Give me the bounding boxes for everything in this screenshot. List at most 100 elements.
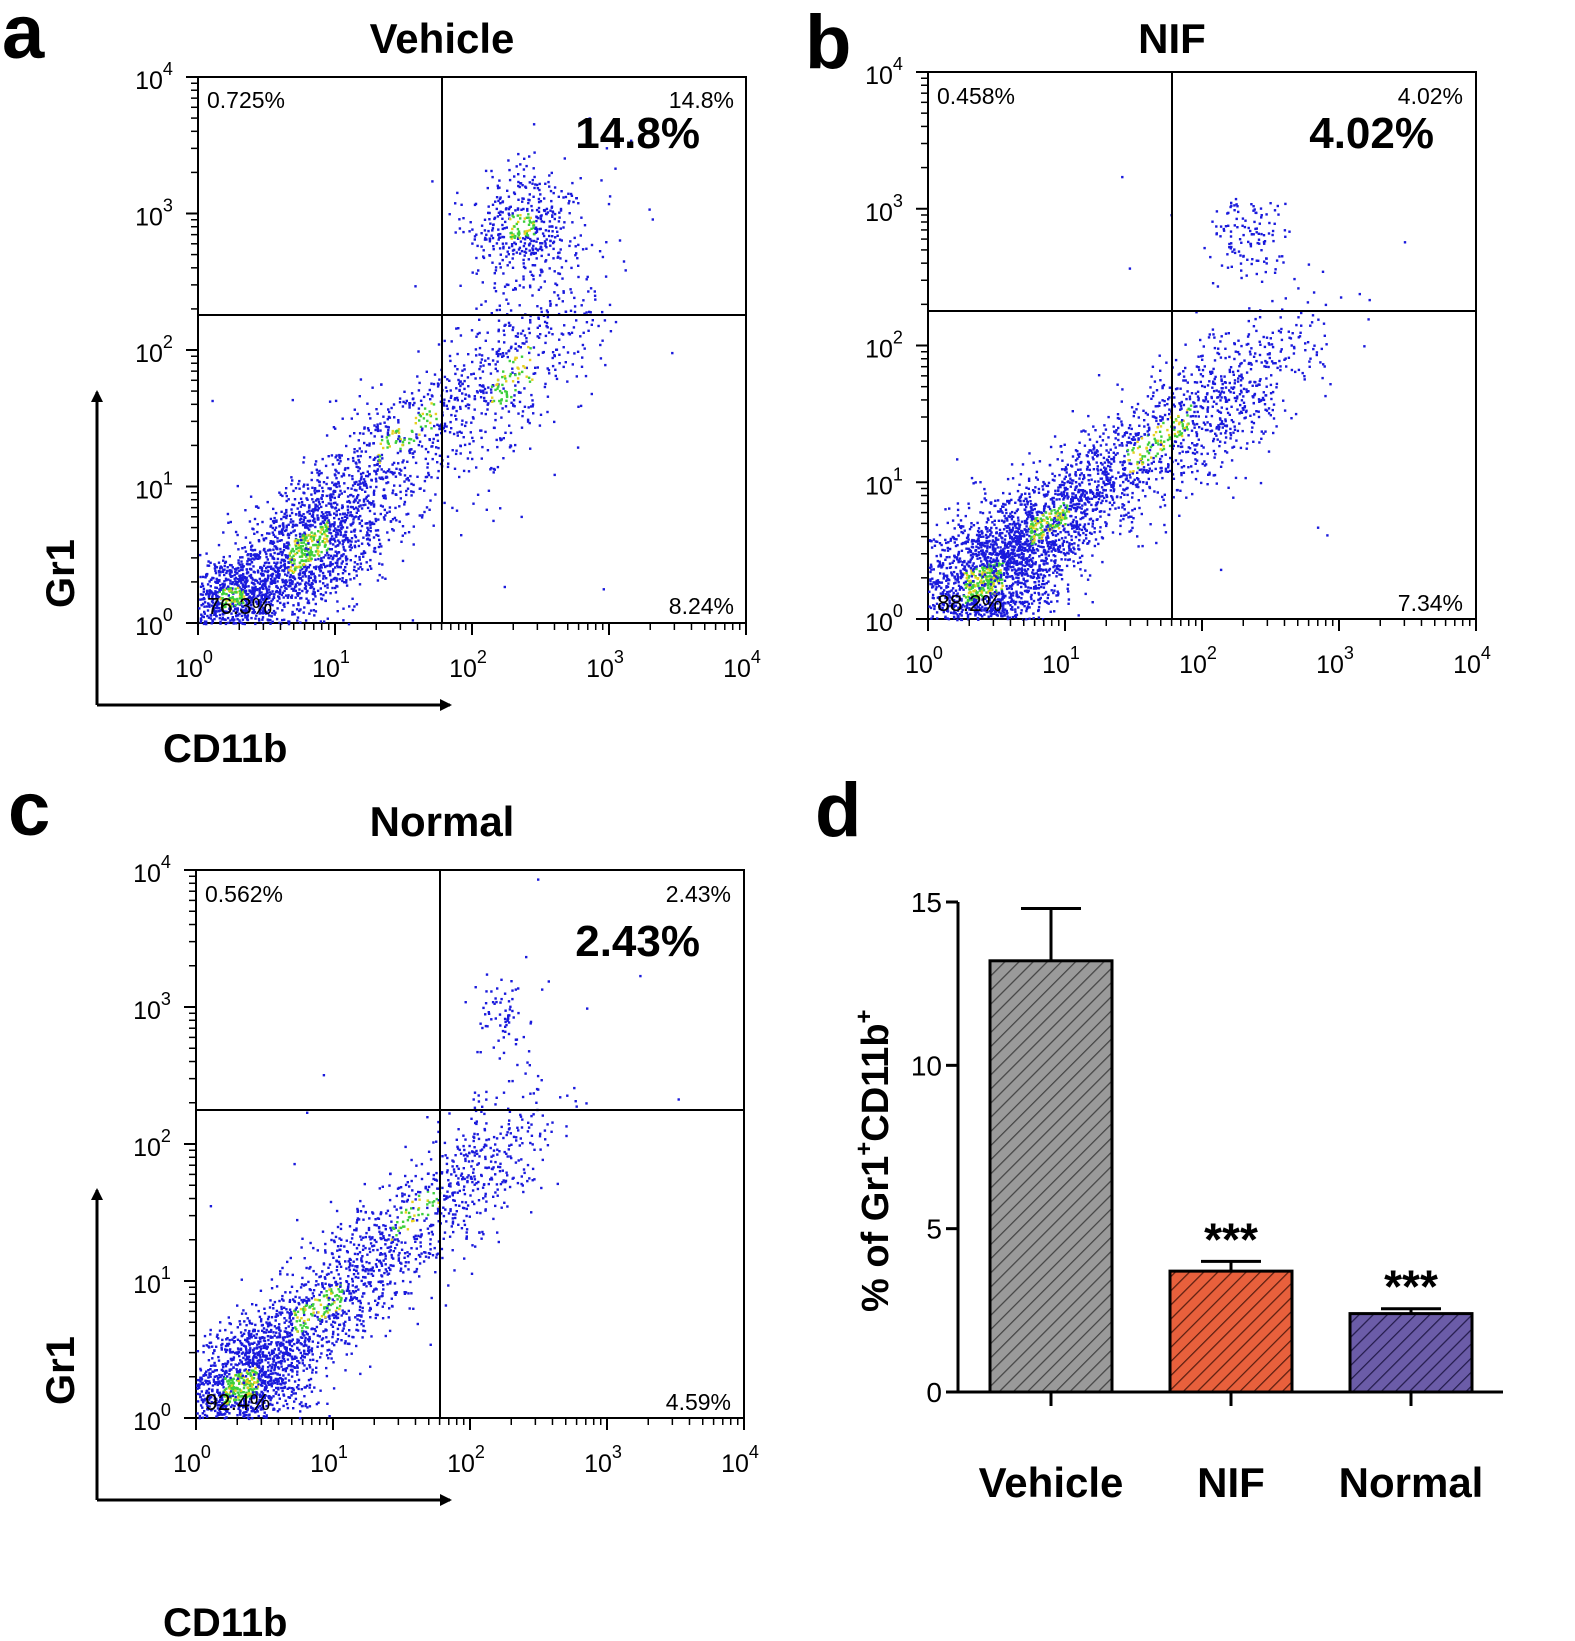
scatter-point	[354, 554, 357, 558]
scatter-point	[564, 259, 568, 263]
scatter-point	[521, 370, 524, 374]
scatter-point	[505, 395, 509, 399]
scatter-point	[964, 596, 968, 599]
scatter-point	[359, 478, 363, 481]
scatter-point	[968, 591, 971, 594]
scatter-point	[390, 471, 394, 474]
scatter-point	[582, 299, 585, 302]
scatter-point	[408, 448, 412, 452]
scatter-point	[410, 429, 414, 433]
scatter-point	[317, 516, 320, 520]
scatter-point	[522, 262, 525, 265]
scatter-point	[499, 213, 502, 216]
scatter-point	[1033, 572, 1036, 575]
scatter-point	[275, 519, 278, 522]
scatter-point	[278, 532, 281, 535]
scatter-point	[363, 480, 367, 483]
scatter-point	[312, 510, 315, 514]
scatter-point	[358, 486, 362, 489]
scatter-point	[332, 543, 335, 546]
scatter-point	[535, 216, 539, 219]
scatter-point	[968, 607, 971, 610]
scatter-point	[490, 312, 493, 315]
scatter-point	[933, 605, 936, 608]
scatter-point	[1002, 528, 1006, 531]
tick-exponent: 3	[163, 196, 173, 216]
scatter-point	[510, 395, 513, 399]
scatter-point	[989, 614, 993, 618]
scatter-point	[236, 586, 240, 589]
scatter-point	[575, 197, 578, 200]
scatter-point	[944, 558, 947, 561]
scatter-point	[585, 278, 588, 281]
scatter-point	[535, 183, 539, 187]
scatter-point	[309, 559, 312, 562]
scatter-point	[378, 455, 382, 458]
scatter-point	[989, 561, 992, 564]
scatter-point	[306, 483, 309, 486]
scatter-point	[214, 580, 217, 584]
scatter-point	[374, 519, 378, 523]
scatter-point	[303, 504, 306, 507]
scatter-point	[1000, 550, 1003, 553]
scatter-point	[227, 621, 230, 625]
scatter-point	[948, 566, 952, 569]
scatter-point	[998, 550, 1002, 553]
scatter-point	[967, 547, 970, 550]
scatter-point	[342, 581, 346, 584]
scatter-point	[260, 591, 263, 594]
scatter-point	[443, 425, 446, 428]
scatter-point	[967, 506, 971, 510]
scatter-point	[366, 531, 369, 534]
scatter-point	[427, 471, 430, 475]
scatter-point	[487, 357, 490, 360]
scatter-point	[330, 548, 333, 551]
scatter-point	[258, 619, 261, 622]
scatter-point	[274, 577, 277, 580]
scatter-point	[985, 539, 988, 543]
scatter-point	[315, 490, 319, 493]
scatter-point	[967, 551, 970, 554]
scatter-point	[965, 547, 968, 550]
scatter-point	[995, 543, 998, 546]
scatter-point	[242, 605, 245, 609]
scatter-point	[502, 245, 505, 248]
scatter-point	[499, 437, 502, 440]
scatter-point	[268, 614, 271, 617]
scatter-point	[1055, 565, 1059, 568]
scatter-point	[489, 372, 493, 375]
scatter-point	[346, 487, 350, 490]
scatter-point	[1021, 603, 1025, 606]
scatter-point	[244, 585, 248, 588]
scatter-point	[291, 479, 294, 482]
scatter-point	[313, 489, 316, 492]
scatter-point	[293, 529, 296, 532]
scatter-point	[528, 358, 532, 362]
scatter-point	[359, 482, 362, 485]
scatter-point	[946, 590, 949, 594]
scatter-point	[945, 586, 948, 589]
scatter-point	[557, 297, 561, 300]
scatter-point	[987, 581, 990, 584]
scatter-point	[1023, 522, 1027, 525]
scatter-point	[281, 618, 284, 622]
scatter-point	[335, 482, 338, 486]
scatter-point	[436, 439, 440, 442]
scatter-point	[266, 565, 269, 569]
scatter-point	[348, 572, 351, 576]
scatter-point	[365, 474, 368, 478]
scatter-point	[990, 589, 993, 592]
scatter-point	[304, 539, 307, 542]
scatter-point	[445, 390, 449, 393]
scatter-point	[543, 197, 546, 200]
scatter-point	[974, 481, 977, 484]
scatter-point	[318, 574, 321, 577]
scatter-point	[958, 588, 961, 591]
scatter-point	[1056, 600, 1059, 603]
scatter-point	[497, 228, 500, 231]
scatter-point	[212, 609, 216, 612]
scatter-point	[402, 400, 405, 404]
scatter-point	[1037, 605, 1041, 609]
scatter-point	[480, 358, 484, 361]
scatter-point	[996, 614, 999, 617]
